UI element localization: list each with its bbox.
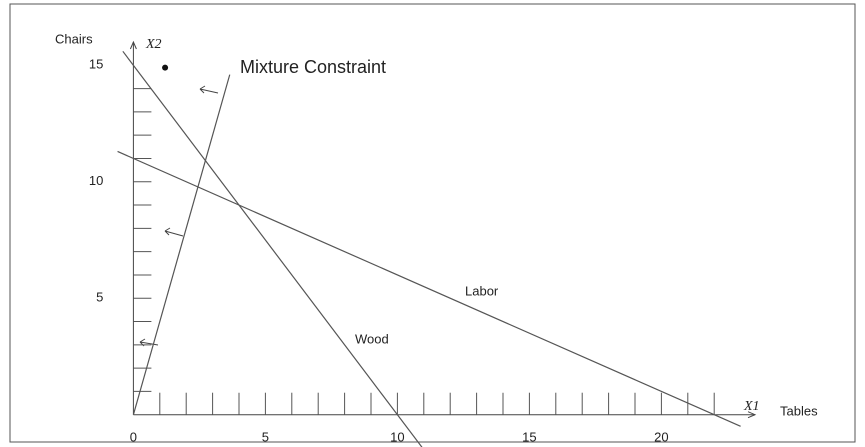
x-tick-label: 15 [522,429,536,444]
y-variable: X2 [145,37,162,52]
line-label: Mixture Constraint [240,57,386,77]
x-tick-label: 10 [390,429,404,444]
line-label: Wood [355,331,389,346]
point [162,64,169,71]
direction-arrow [164,227,184,237]
y-axis-title: Chairs [55,31,93,46]
y-tick-label: 5 [96,290,103,305]
constraint-line [117,150,741,427]
y-tick-label: 10 [89,173,103,188]
constraint-line [122,50,423,447]
y-axis-arrow [129,40,137,50]
x-tick-label: 5 [262,429,269,444]
line-label: Labor [465,283,499,298]
x-tick-label: 0 [130,429,137,444]
x-axis-title: Tables [780,403,818,418]
frame [9,3,856,443]
x-variable: X1 [743,399,760,414]
direction-arrow [199,85,219,94]
x-tick-label: 20 [654,429,668,444]
y-tick-label: 15 [89,57,103,72]
direction-arrow [139,338,159,347]
x-axis-arrow [747,411,757,419]
constraint-line [132,74,231,415]
